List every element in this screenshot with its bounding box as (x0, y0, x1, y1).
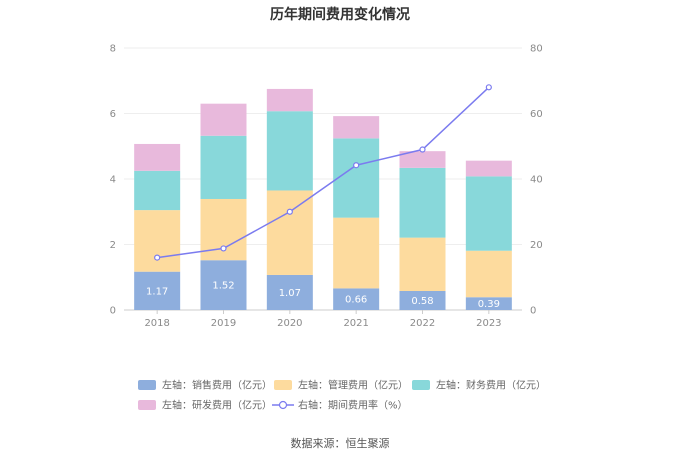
bar-segment (266, 88, 313, 112)
bar-segment (333, 288, 380, 310)
line-point (286, 208, 293, 215)
legend-item[interactable]: 左轴：管理费用（亿元） (274, 379, 408, 392)
legend-label: 左轴：管理费用（亿元） (298, 379, 408, 392)
legend-label: 左轴：财务费用（亿元） (436, 379, 546, 392)
legend-item[interactable]: 右轴：期间费用率（%） (272, 399, 408, 412)
legend-swatch (138, 380, 156, 390)
bar-data-labels: 1.17 1.52 1.07 0.66 0.58 0.39 (146, 281, 500, 311)
bar-value-label: 0.39 (478, 299, 500, 310)
right-tick-label: 80 (530, 44, 543, 55)
bar-segment (333, 116, 380, 139)
bar-segment (399, 167, 446, 238)
legend-label: 左轴：销售费用（亿元） (162, 379, 272, 392)
left-tick-label: 6 (110, 109, 116, 120)
bar-segment (465, 250, 512, 298)
bar-segment (134, 143, 181, 171)
bar-segment (200, 260, 247, 310)
line-point (353, 162, 360, 169)
bar-segment (465, 160, 512, 177)
left-tick-label: 4 (110, 175, 116, 186)
bar-value-label: 0.58 (411, 296, 433, 307)
bar-segment (266, 190, 313, 275)
chart-title: 历年期间费用变化情况 (270, 6, 410, 23)
line-point (220, 245, 227, 252)
legend-swatch (138, 400, 156, 410)
line-point (419, 146, 426, 153)
expense-ratio-line (157, 86, 490, 259)
right-axis-ticks: 0 20 40 60 80 (530, 44, 543, 317)
x-tick-label: 2022 (410, 318, 435, 329)
x-tick-label: 2020 (277, 318, 302, 329)
bar-segment (200, 103, 247, 136)
bar-segment (333, 217, 380, 289)
legend-label: 右轴：期间费用率（%） (298, 399, 408, 412)
bar-series (134, 88, 512, 310)
bar-value-label: 1.17 (146, 286, 168, 297)
x-tick-label: 2018 (144, 318, 169, 329)
line-point (485, 84, 492, 91)
bar-segment (134, 210, 181, 272)
bar-segment (266, 111, 313, 191)
x-axis-ticks: 2018 2019 2020 2021 2022 2023 (144, 310, 502, 329)
x-tick-label: 2023 (476, 318, 501, 329)
bar-segment (333, 138, 380, 218)
bar-segment (200, 135, 247, 199)
bar-segment (266, 274, 313, 310)
gridlines (124, 47, 522, 311)
right-tick-label: 40 (530, 175, 543, 186)
bar-value-label: 1.07 (279, 288, 301, 299)
legend-swatch (274, 380, 292, 390)
legend[interactable]: 左轴：销售费用（亿元） 左轴：管理费用（亿元） 左轴：财务费用（亿元） 左轴：研发费用… (138, 379, 546, 412)
line-point (154, 254, 161, 261)
line-series (154, 84, 492, 261)
left-tick-label: 8 (110, 44, 116, 55)
bar-segment (399, 151, 446, 168)
legend-item[interactable]: 左轴：财务费用（亿元） (412, 379, 546, 392)
bar-segment (465, 297, 512, 310)
legend-label: 左轴：研发费用（亿元） (162, 399, 272, 412)
bar-value-label: 1.52 (212, 281, 234, 292)
legend-swatch (412, 380, 430, 390)
bar-value-label: 0.66 (345, 295, 367, 306)
x-tick-label: 2019 (211, 318, 236, 329)
left-tick-label: 0 (110, 306, 116, 317)
x-tick-label: 2021 (343, 318, 368, 329)
left-tick-label: 2 (110, 240, 116, 251)
right-tick-label: 60 (530, 109, 543, 120)
bar-segment (465, 176, 512, 251)
bar-segment (134, 170, 181, 211)
legend-item[interactable]: 左轴：研发费用（亿元） (138, 399, 272, 412)
data-source: 数据来源：恒生聚源 (291, 436, 390, 450)
bar-segment (399, 237, 446, 292)
bar-segment (134, 271, 181, 310)
right-tick-label: 0 (530, 306, 536, 317)
right-tick-label: 20 (530, 240, 543, 251)
bar-segment (399, 291, 446, 310)
legend-item[interactable]: 左轴：销售费用（亿元） (138, 379, 272, 392)
left-axis-ticks: 0 2 4 6 8 (110, 44, 116, 317)
legend-marker (278, 400, 288, 410)
